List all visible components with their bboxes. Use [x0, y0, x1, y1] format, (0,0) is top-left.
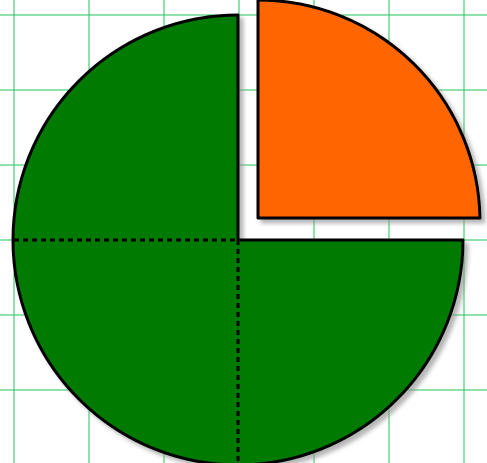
green-three-quarter-shape: [11, 13, 465, 463]
remaining-three-quarters: [11, 13, 465, 463]
removed-quarter: [256, 0, 482, 220]
internal-dividers: [14, 238, 240, 463]
orange-quarter-shape: [256, 0, 482, 220]
